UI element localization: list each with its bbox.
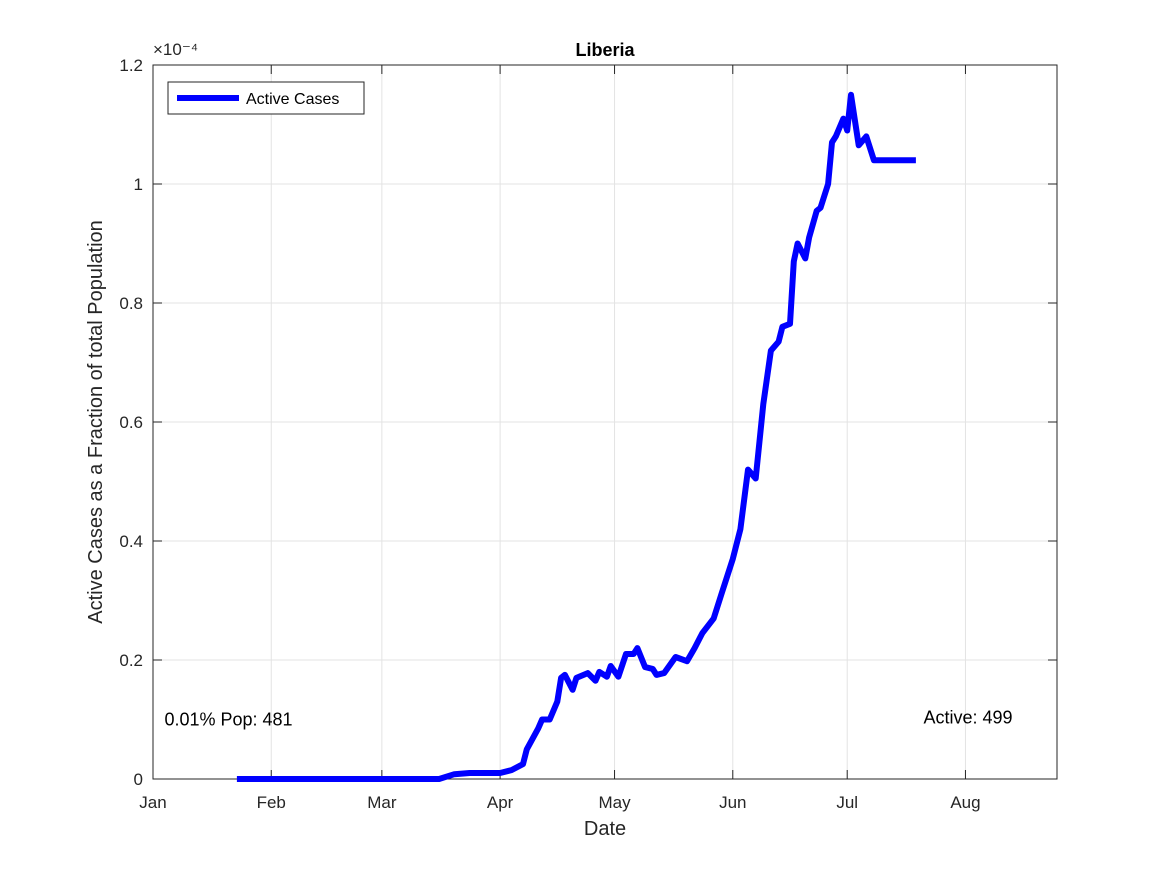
grid — [152, 64, 1057, 780]
annotation-text: 0.01% Pop: 481 — [164, 710, 292, 730]
y-tick-label: 0.6 — [119, 413, 143, 432]
y-tick-label: 0.2 — [119, 651, 143, 670]
x-tick-label: Feb — [257, 793, 286, 812]
y-tick-label: 1.2 — [119, 56, 143, 75]
x-axis-label: Date — [584, 818, 626, 840]
x-tick-labels: Jan Feb Mar Apr May Jun Jul Aug — [139, 793, 980, 812]
series-line-active-cases — [236, 91, 916, 782]
x-tick-label: Mar — [367, 793, 397, 812]
y-tick-label: 0.4 — [119, 532, 143, 551]
y-tick-label: 0.8 — [119, 294, 143, 313]
x-tick-label: Jan — [139, 793, 166, 812]
chart-title: Liberia — [575, 40, 635, 60]
y-tick-label: 1 — [134, 175, 143, 194]
x-tick-label: May — [598, 793, 631, 812]
y-exponent-label: ×10⁻⁴ — [153, 40, 198, 59]
annotation-text: Active: 499 — [923, 708, 1012, 728]
y-axis-label: Active Cases as a Fraction of total Popu… — [85, 220, 107, 624]
y-tick-label: 0 — [134, 770, 143, 789]
x-tick-label: Aug — [950, 793, 980, 812]
x-tick-label: Jun — [719, 793, 746, 812]
y-tick-labels: 0 0.2 0.4 0.6 0.8 1 1.2 — [119, 56, 143, 789]
legend-label: Active Cases — [246, 91, 339, 108]
legend[interactable]: Active Cases — [167, 81, 365, 115]
x-tick-label: Jul — [836, 793, 858, 812]
x-tick-label: Apr — [487, 793, 514, 812]
annotations: 0.01% Pop: 481 Active: 499 — [164, 708, 1012, 730]
